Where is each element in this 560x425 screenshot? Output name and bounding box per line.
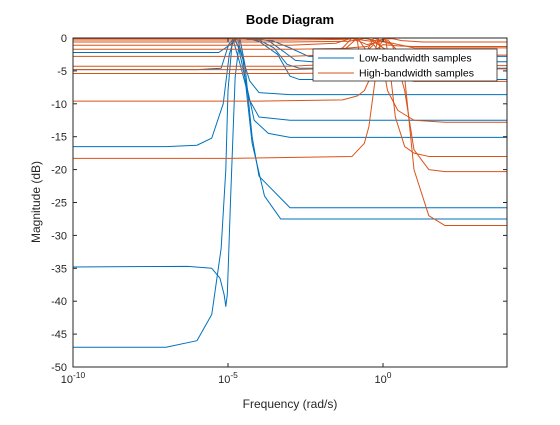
x-tick-label: 10-5	[218, 370, 238, 386]
y-tick-label: -35	[51, 263, 67, 275]
y-tick-label: 0	[61, 33, 67, 45]
x-axis-label: Frequency (rad/s)	[243, 397, 338, 411]
y-tick-label: -15	[51, 132, 67, 144]
axes-box	[72, 37, 508, 368]
y-tick-label: -20	[51, 165, 67, 177]
series-line-low-1	[73, 38, 507, 348]
legend-label-high: High-bandwidth samples	[359, 68, 474, 80]
series-line-low-6	[73, 38, 507, 69]
y-tick-label: -30	[51, 230, 67, 242]
y-tick-label: -45	[51, 329, 67, 341]
series-line-low-7	[73, 38, 507, 63]
y-tick-label: -25	[51, 198, 67, 210]
y-tick-label: -5	[57, 66, 67, 78]
x-tick-label: 10-10	[61, 370, 86, 386]
chart-title: Bode Diagram	[246, 12, 334, 27]
series-line-low-5	[73, 38, 507, 80]
x-tick-label: 100	[375, 370, 392, 386]
y-tick-label: -10	[51, 99, 67, 111]
plot-area	[73, 38, 507, 367]
legend: Low-bandwidth samples High-bandwidth sam…	[312, 48, 498, 82]
y-tick-label: -50	[51, 362, 67, 374]
series-line-low-3	[73, 38, 507, 138]
legend-label-low: Low-bandwidth samples	[359, 53, 472, 65]
y-tick-label: -40	[51, 296, 67, 308]
series-line-low-4	[73, 38, 507, 220]
series-line-low-8	[73, 38, 507, 57]
legend-box	[312, 48, 498, 82]
y-axis-label: Magnitude (dB)	[29, 161, 43, 243]
